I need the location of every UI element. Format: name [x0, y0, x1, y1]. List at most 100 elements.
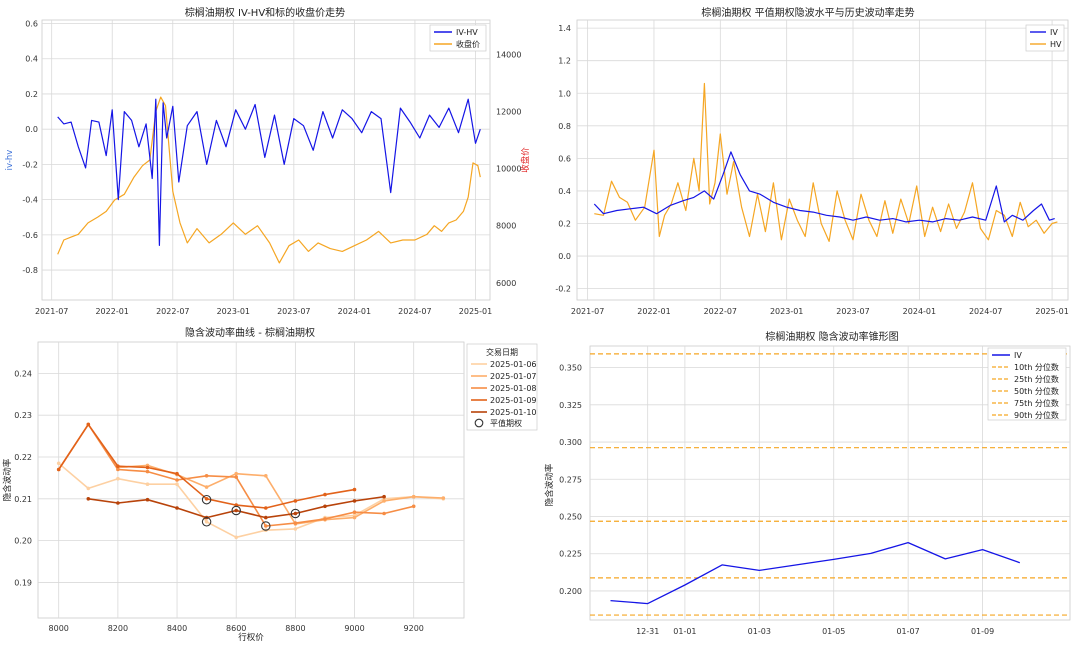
panel3-title: 隐含波动率曲线 - 棕榈油期权	[185, 326, 315, 339]
p3-smile-point	[293, 521, 298, 525]
p1-left-tick: -0.6	[22, 231, 38, 240]
p3-legend-box	[466, 343, 538, 431]
p3-smile-point	[323, 517, 327, 521]
p1-x-tick: 2023-07	[277, 307, 310, 316]
p4-y-tick: 0.325	[559, 401, 582, 410]
p2-x-tick: 2024-07	[969, 307, 1002, 316]
p2-x-tick: 2025-01	[1035, 307, 1068, 316]
p3-legend-atm-marker	[474, 418, 484, 428]
p1-left-tick: -0.8	[22, 266, 38, 275]
p4-y-axis-label: 隐含波动率	[544, 463, 555, 506]
p4-x-tick: 01-03	[748, 627, 771, 636]
panel1-grid	[42, 20, 490, 300]
p3-legend-0108: 2025-01-08	[490, 384, 537, 393]
p3-smile-point	[116, 501, 120, 505]
p3-smile-point	[441, 496, 446, 500]
p4-x-tick: 01-09	[971, 627, 994, 636]
p4-iv-line	[610, 541, 1021, 605]
panel-iv-smile: 隐含波动率曲线 - 棕榈油期权 0.19 0.20 0.21 0.22 0.23…	[2, 326, 538, 643]
panel1-legend: IV-HV 收盘价	[429, 24, 487, 52]
p1-close-line	[57, 96, 481, 264]
p1-right-tick: 6000	[496, 279, 516, 288]
p3-legend-0110: 2025-01-10	[490, 408, 537, 417]
panel3-y-ticks: 0.19 0.20 0.21 0.22 0.23 0.24	[14, 369, 32, 587]
p1-x-tick: 2022-01	[95, 307, 128, 316]
p3-smile-point	[116, 464, 120, 469]
p4-legend-box	[987, 347, 1067, 421]
panel2-grid	[577, 20, 1068, 300]
p2-y-tick: 1.0	[558, 89, 571, 98]
p3-atm-marker	[231, 505, 241, 516]
p4-y-tick: 0.200	[559, 587, 582, 596]
p2-x-tick: 2023-01	[770, 307, 803, 316]
p3-smile-point	[264, 474, 268, 478]
p3-smile-point	[116, 476, 120, 481]
p3-smile-point	[86, 486, 91, 491]
p3-smile-point	[56, 467, 61, 472]
panel4-x-ticks: 12-31 01-01 01-03 01-05 01-07 01-09	[636, 627, 994, 636]
panel1-plot-area	[41, 19, 491, 301]
p1-x-tick: 2023-01	[217, 307, 250, 316]
p4-x-tick: 12-31	[636, 627, 659, 636]
p3-smile-point	[204, 474, 209, 478]
p2-iv-line	[593, 151, 1055, 223]
p3-smile-point	[382, 494, 386, 499]
panel1-series	[57, 96, 481, 264]
p1-left-axis-label: iv-hv	[5, 150, 15, 171]
p4-legend-p75: 75th 分位数	[1014, 398, 1059, 408]
p3-smile-point	[352, 510, 357, 514]
p3-legend-atm: 平值期权	[490, 418, 522, 428]
p1-right-axis-label: 收盘价	[520, 147, 531, 173]
p1-right-tick: 14000	[496, 50, 521, 59]
p3-smile-point	[234, 535, 238, 540]
p3-y-tick: 0.23	[14, 411, 32, 420]
p4-x-tick: 01-07	[896, 627, 919, 636]
p3-smile-point	[352, 515, 357, 520]
panel2-series	[593, 82, 1058, 242]
p2-y-tick: 0.4	[558, 187, 571, 196]
p3-smile-point	[86, 422, 91, 427]
p3-x-tick: 8800	[285, 624, 305, 633]
p1-x-tick: 2024-07	[398, 307, 431, 316]
p3-smile-point	[175, 506, 179, 510]
panel4-plot-area	[589, 345, 1071, 621]
p3-x-tick: 8600	[226, 624, 246, 633]
p3-smile-point	[323, 492, 327, 497]
p3-smile-point	[145, 465, 150, 470]
p2-y-tick: -0.2	[555, 285, 571, 294]
p3-smile-point	[204, 520, 209, 524]
p4-y-tick: 0.275	[559, 475, 582, 484]
panel3-plot-area	[37, 341, 465, 619]
p3-smile-point	[411, 494, 416, 499]
p3-smile-point	[145, 497, 150, 502]
p1-left-tick: -0.4	[22, 196, 38, 205]
panel1-left-ticks: -0.8 -0.6 -0.4 -0.2 0.0 0.2 0.4 0.6	[22, 20, 38, 276]
panel1-x-ticks: 2021-07 2022-01 2022-07 2023-01 2023-07 …	[35, 307, 492, 316]
p2-legend-box	[1025, 24, 1065, 52]
p4-x-tick: 01-05	[822, 627, 845, 636]
p1-x-tick: 2024-01	[338, 307, 371, 316]
p1-x-tick: 2022-07	[156, 307, 189, 316]
p1-left-tick: -0.2	[22, 160, 38, 169]
p3-smile-point	[293, 527, 298, 531]
p3-smile-point	[411, 504, 416, 509]
panel1-right-ticks: 6000 8000 10000 12000 14000	[496, 50, 521, 288]
p1-ivhv-line	[57, 98, 481, 246]
p3-atm-marker	[201, 517, 212, 527]
p3-legend-0106: 2025-01-06	[490, 360, 537, 369]
p3-smile-point	[204, 485, 209, 489]
panel3-x-ticks: 8000 8200 8400 8600 8800 9000 9200	[49, 624, 424, 633]
panel3-series	[56, 422, 446, 540]
p3-smile-point	[382, 511, 386, 516]
p3-legend-title: 交易日期	[486, 347, 518, 357]
p3-smile-line	[58, 462, 444, 539]
p2-x-tick: 2024-01	[903, 307, 936, 316]
p3-smile-point	[293, 511, 298, 516]
p4-x-tick: 01-01	[673, 627, 696, 636]
p1-legend-ivhv: IV-HV	[456, 28, 478, 37]
p2-y-tick: 1.2	[558, 57, 571, 66]
panel-iv-cone: 棕榈油期权 隐含波动率锥形图 0.200 0.225 0.250 0.275 0…	[544, 330, 1071, 636]
p3-x-tick: 8400	[167, 624, 187, 633]
p3-smile-point	[264, 524, 268, 528]
p3-atm-marker	[261, 521, 271, 531]
